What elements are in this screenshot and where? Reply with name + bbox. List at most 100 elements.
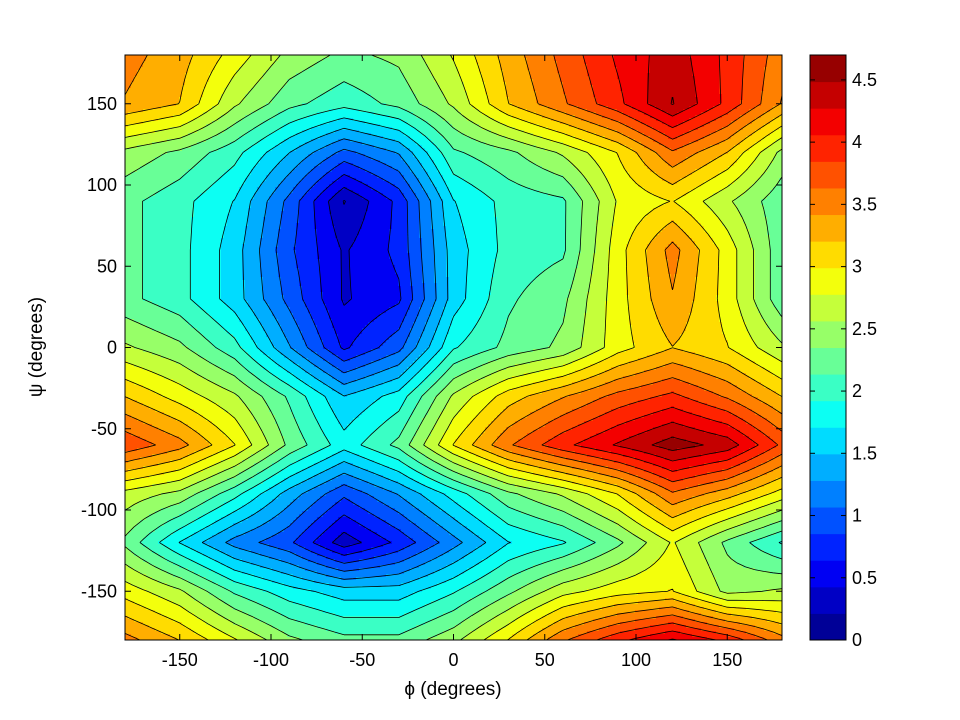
contour-cell [638, 70, 641, 73]
contour-cell [338, 97, 341, 100]
contour-cell [173, 73, 176, 76]
contour-cell [155, 61, 158, 64]
contour-cell [602, 79, 605, 82]
contour-cell [332, 64, 335, 67]
contour-cell [665, 61, 668, 64]
contour-cell [200, 88, 203, 91]
contour-cell [623, 91, 626, 94]
contour-cell [272, 55, 275, 58]
contour-cell [434, 55, 437, 58]
contour-cell [209, 91, 212, 94]
contour-cell [686, 79, 689, 82]
contour-cell [332, 73, 335, 76]
contour-cell [404, 91, 407, 94]
contour-cell [215, 79, 218, 82]
contour-cell [677, 94, 680, 97]
contour-cell [650, 58, 653, 61]
contour-cell [569, 97, 572, 100]
contour-cell [665, 67, 668, 70]
contour-cell [356, 79, 359, 82]
contour-cell [614, 82, 617, 85]
contour-cell [518, 61, 521, 64]
contour-cell [671, 58, 674, 61]
contour-cell [365, 58, 368, 61]
contour-cell [404, 70, 407, 73]
contour-cell [149, 73, 152, 76]
contour-cell [689, 79, 692, 82]
contour-cell [251, 76, 254, 79]
contour-cell [392, 85, 395, 88]
contour-cell [161, 70, 164, 73]
contour-cell [401, 79, 404, 82]
contour-cell [161, 64, 164, 67]
contour-cell [722, 82, 725, 85]
contour-cell [626, 64, 629, 67]
contour-cell [341, 88, 344, 91]
contour-cell [209, 97, 212, 100]
contour-cell [401, 91, 404, 94]
contour-cell [335, 97, 338, 100]
contour-cell [521, 55, 524, 58]
contour-cell [722, 88, 725, 91]
contour-cell [347, 58, 350, 61]
contour-cell [125, 64, 128, 67]
contour-cell [440, 70, 443, 73]
contour-cell [470, 58, 473, 61]
contour-cell [548, 58, 551, 61]
contour-cell [635, 70, 638, 73]
contour-cell [626, 94, 629, 97]
contour-cell [263, 67, 266, 70]
contour-cell [536, 73, 539, 76]
contour-cell [266, 97, 269, 100]
contour-cell [224, 70, 227, 73]
contour-cell [311, 70, 314, 73]
contour-cell [545, 82, 548, 85]
contour-cell [443, 61, 446, 64]
contour-cell [488, 55, 491, 58]
contour-cell [236, 61, 239, 64]
contour-cell [443, 82, 446, 85]
contour-cell [623, 88, 626, 91]
contour-cell [707, 85, 710, 88]
contour-cell [383, 88, 386, 91]
contour-cell [380, 79, 383, 82]
contour-cell [323, 67, 326, 70]
contour-cell [572, 79, 575, 82]
contour-cell [509, 73, 512, 76]
contour-cell [629, 94, 632, 97]
contour-cell [635, 85, 638, 88]
contour-cell [320, 97, 323, 100]
contour-cell [701, 91, 704, 94]
contour-cell [632, 61, 635, 64]
contour-cell [218, 64, 221, 67]
contour-cell [590, 94, 593, 97]
contour-cell [299, 79, 302, 82]
contour-cell [512, 76, 515, 79]
contour-cell [290, 88, 293, 91]
contour-cell [713, 55, 716, 58]
contour-cell [452, 67, 455, 70]
contour-cell [134, 97, 137, 100]
contour-cell [419, 70, 422, 73]
contour-cell [365, 73, 368, 76]
contour-cell [620, 76, 623, 79]
contour-cell [593, 73, 596, 76]
contour-cell [347, 67, 350, 70]
contour-cell [395, 58, 398, 61]
contour-cell [677, 91, 680, 94]
contour-cell [521, 64, 524, 67]
contour-cell [641, 94, 644, 97]
contour-cell [317, 91, 320, 94]
contour-cell [617, 61, 620, 64]
contour-cell [398, 73, 401, 76]
contour-cell [254, 70, 257, 73]
contour-cell [725, 88, 728, 91]
contour-cell [734, 94, 737, 97]
contour-cell [659, 88, 662, 91]
contour-cell [710, 58, 713, 61]
contour-cell [473, 88, 476, 91]
contour-cell [509, 67, 512, 70]
contour-cell [314, 73, 317, 76]
contour-cell [377, 64, 380, 67]
contour-cell [581, 61, 584, 64]
